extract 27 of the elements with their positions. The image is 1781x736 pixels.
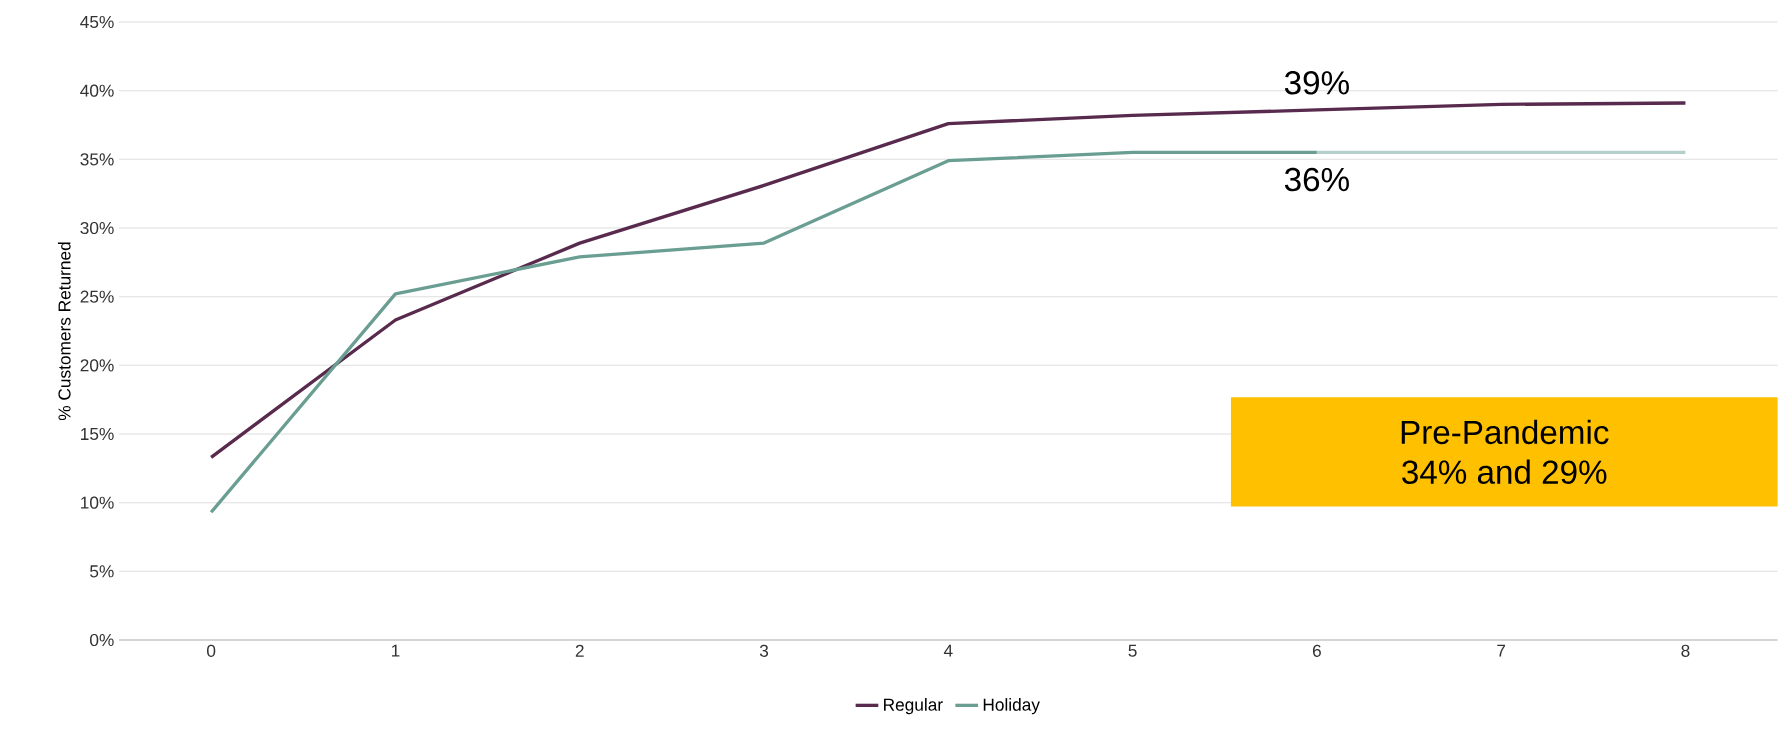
y-tick-label: 40% [80,84,114,97]
x-tick-label: 4 [943,644,953,657]
x-tick-label: 7 [1497,644,1506,657]
y-tick-label: 0% [90,633,114,647]
y-axis-title: % Customers Returned [57,242,71,421]
line-series [209,101,1688,459]
x-tick-label: 5 [1128,644,1137,657]
x-tick-label: 6 [1312,644,1321,657]
y-tick-label: 10% [81,496,114,509]
annotation: 36% [1284,167,1349,192]
x-tick-label: 8 [1681,644,1690,657]
y-tick-label: 35% [80,153,114,166]
legend-label: Regular [884,698,943,715]
y-tick-label: 5% [90,565,114,578]
y-tick-label: 45% [80,15,114,29]
annotation: 34% and 29% [1402,459,1607,484]
y-tick-label: 30% [80,221,114,235]
x-tick-label: 3 [759,644,769,657]
annotation: Pre-Pandemic [1401,419,1609,445]
annotation: 39% [1284,71,1349,95]
x-tick-label: 2 [575,644,584,657]
y-tick-label: 20% [80,359,114,372]
x-tick-label: 1 [391,644,400,657]
x-tick-label: 0 [207,644,216,657]
y-tick-label: 25% [80,290,114,303]
y-tick-label: 15% [81,427,114,441]
legend-label: Holiday [983,698,1040,715]
